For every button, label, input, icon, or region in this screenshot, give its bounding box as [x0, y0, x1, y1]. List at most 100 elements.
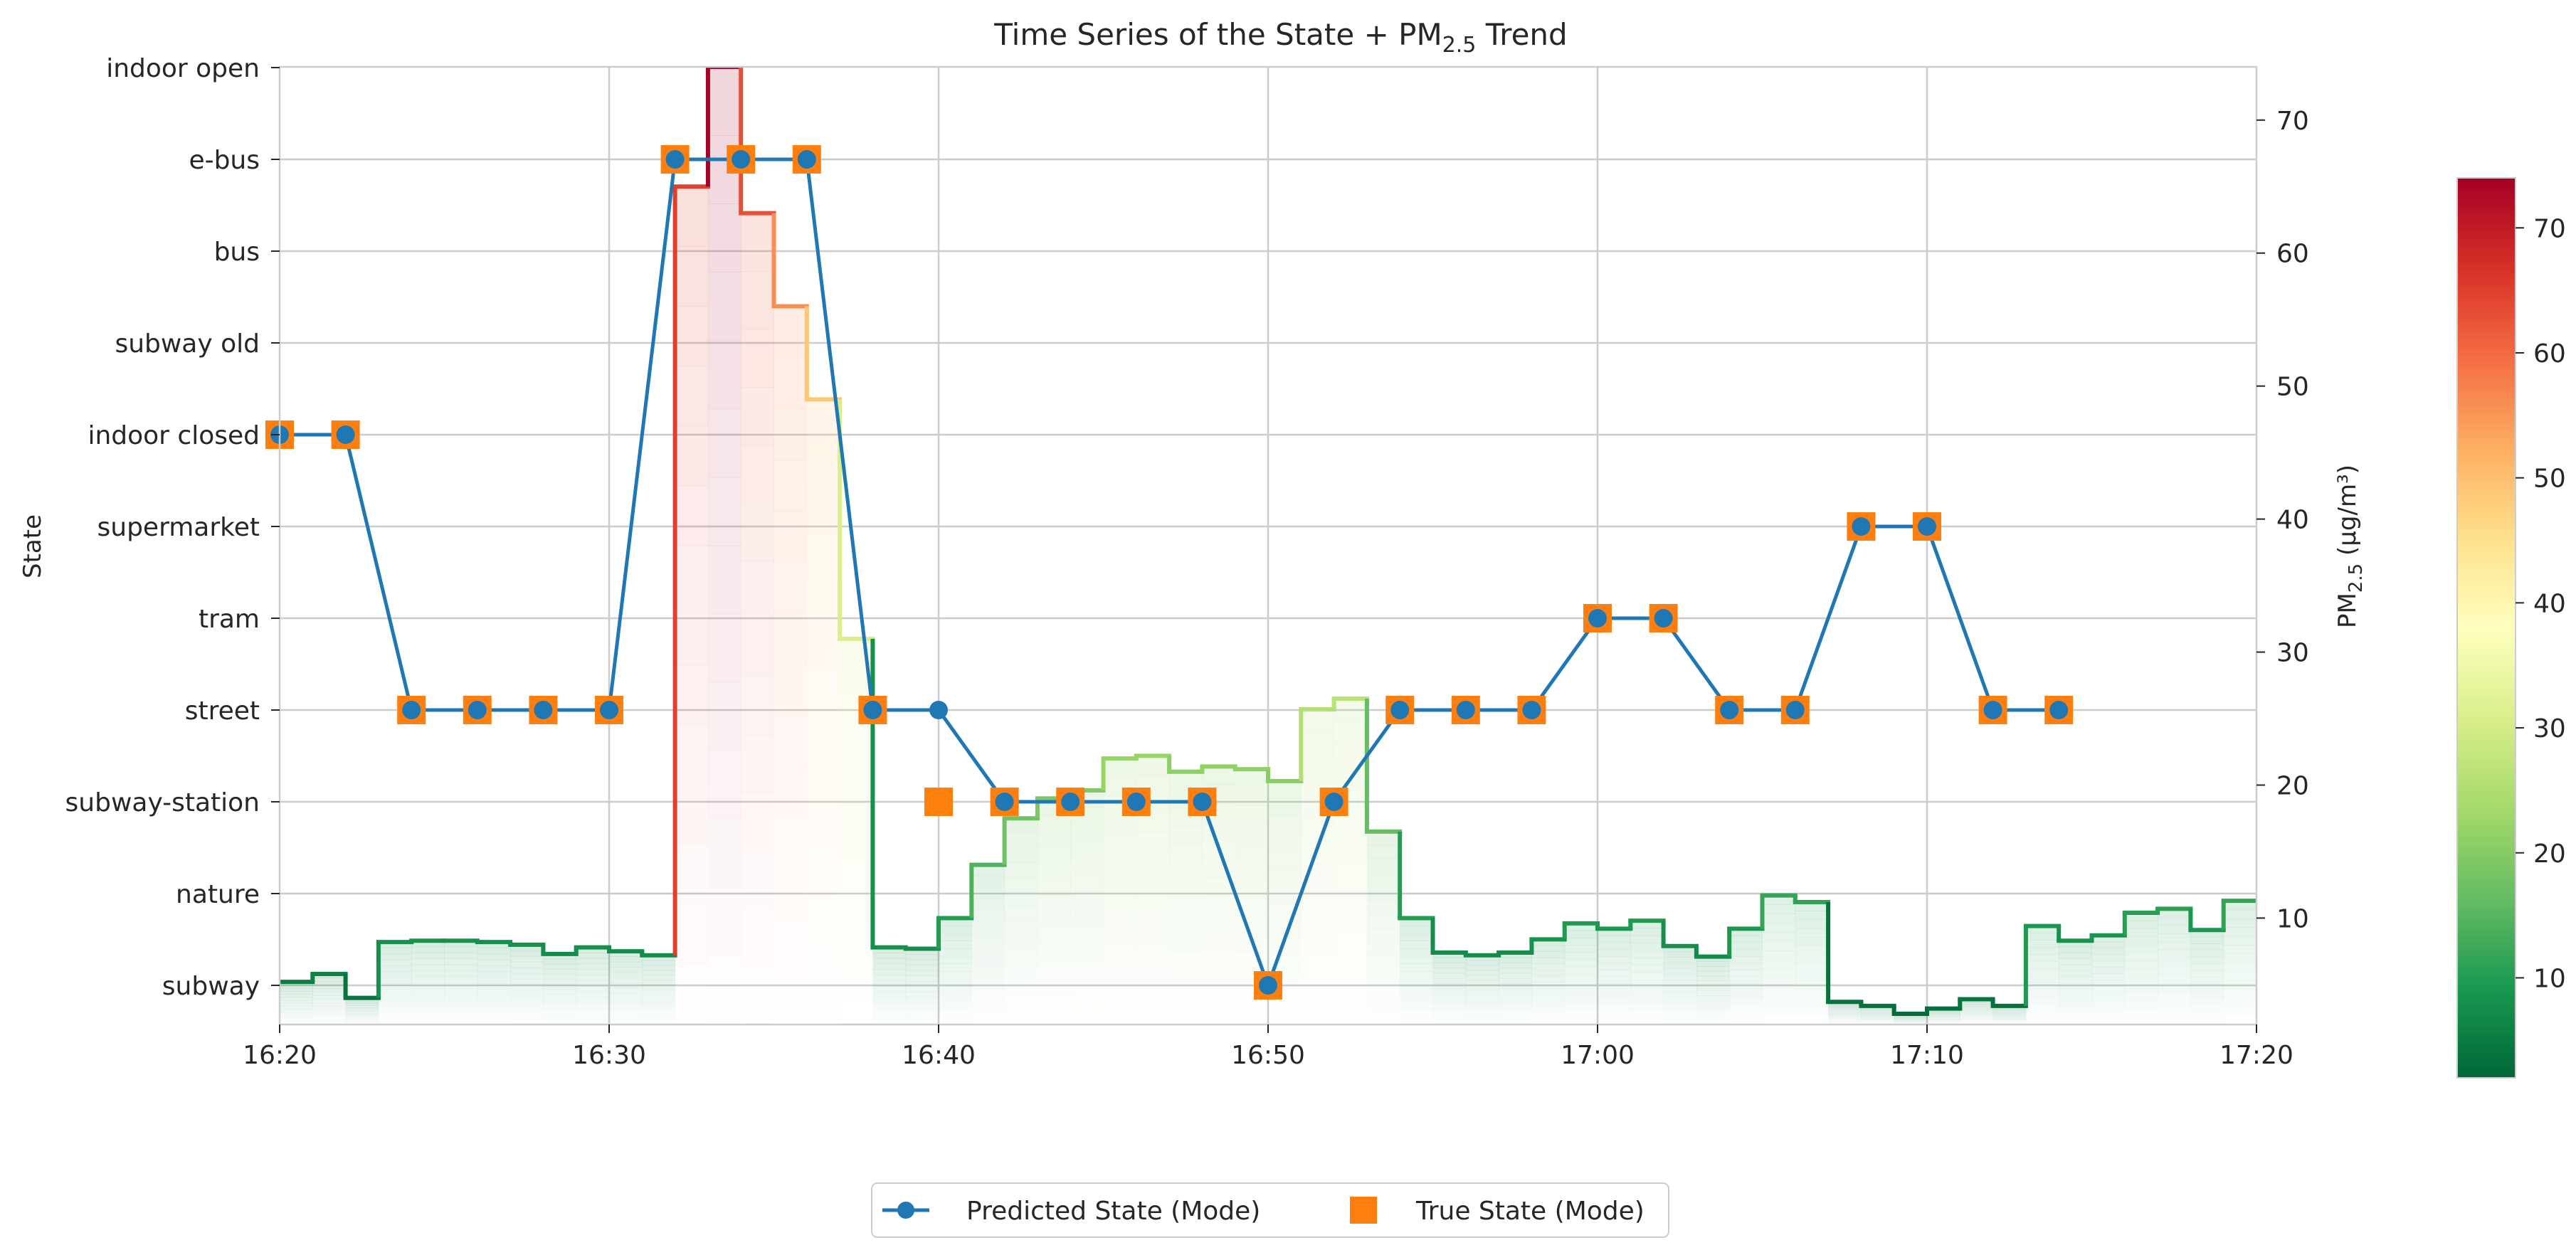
pm-fill-slice — [2158, 966, 2191, 975]
pm-fill-slice — [2190, 930, 2224, 938]
pm-fill-slice — [1038, 1008, 1071, 1024]
pm-fill-slice — [2124, 984, 2158, 993]
pm-fill-slice — [905, 965, 939, 971]
pm-fill-slice — [1992, 1014, 2027, 1016]
pm-fill-slice — [1763, 997, 1796, 1006]
pm-fill-slice — [1432, 993, 1467, 1000]
pm-fill-slice — [444, 946, 478, 953]
pm-fill-slice — [1004, 906, 1038, 922]
pm-fill-slice — [1334, 721, 1368, 746]
pm-fill-slice — [2223, 971, 2256, 981]
pm-fill-slice — [2124, 912, 2158, 921]
pm-fill-slice — [1465, 980, 1499, 985]
pm-fill-slice — [1992, 1017, 2027, 1020]
pm-fill-slice — [1070, 941, 1104, 958]
pm-fill-slice — [1433, 1009, 1467, 1015]
pm-fill-slice — [2158, 958, 2191, 968]
pm-fill-slice — [1466, 1010, 1499, 1015]
pm-fill-slice — [378, 995, 412, 1002]
pm-fill-slice — [280, 990, 313, 995]
pm-fill-slice — [1136, 756, 1170, 775]
pm-fill-slice — [2158, 1000, 2191, 1008]
pm-fill-slice — [1499, 998, 1532, 1005]
pm-fill-slice — [840, 748, 873, 777]
pm-fill-slice — [2025, 975, 2059, 983]
pm-fill-slice — [905, 986, 939, 992]
pm-fill-slice — [1169, 970, 1203, 989]
pm-fill-slice — [2091, 941, 2126, 949]
pm-fill-slice — [741, 502, 774, 561]
pm-fill-slice — [543, 1015, 576, 1020]
pm-fill-slice — [774, 716, 808, 768]
pm-fill-slice — [1202, 913, 1236, 933]
pm-fill-slice — [1663, 996, 1697, 1002]
pm-fill-slice — [1630, 965, 1664, 973]
pm-fill-slice — [774, 819, 808, 872]
pm-fill-slice — [1894, 1016, 1928, 1017]
pm-fill-slice — [543, 964, 577, 970]
pm-fill-slice — [1400, 994, 1433, 1002]
pm-fill-slice — [444, 982, 478, 990]
pm-fill-slice — [411, 988, 445, 995]
predicted-state-marker — [1654, 609, 1673, 627]
pm-fill-slice — [345, 1015, 379, 1017]
pm-fill-slice — [1992, 1008, 2027, 1010]
pm-fill-slice — [1564, 938, 1598, 946]
predicted-state-marker — [1588, 609, 1607, 627]
pm-fill-slice — [1104, 987, 1137, 1006]
pm-fill-slice — [1005, 1010, 1038, 1024]
predicted-state-marker — [468, 701, 487, 719]
predicted-state-marker — [1522, 701, 1541, 719]
pm-fill-slice — [2025, 933, 2059, 941]
pm-fill-slice — [1960, 1002, 1994, 1005]
pm-fill-slice — [1696, 1005, 1730, 1011]
pm-fill-slice — [774, 665, 808, 717]
pm-fill-slice — [477, 965, 511, 972]
pm-fill-slice — [1070, 823, 1104, 841]
pm-fill-slice — [1268, 850, 1302, 869]
pm-fill-slice — [971, 990, 1005, 1002]
pm-fill-slice — [807, 935, 840, 980]
pm-fill-slice — [411, 958, 445, 965]
pm-fill-slice — [1037, 943, 1071, 960]
pm-fill-slice — [1499, 983, 1532, 990]
pm-fill-slice — [1169, 1007, 1203, 1025]
pm-fill-slice — [905, 1002, 939, 1009]
pm-fill-slice — [1499, 958, 1532, 963]
pm-fill-slice — [971, 1002, 1005, 1014]
colorbar-tick-label: 70 — [2533, 214, 2566, 243]
pm-fill-slice — [1366, 831, 1400, 846]
pm-fill-slice — [2190, 984, 2224, 992]
pm-fill-slice — [1070, 840, 1104, 858]
pm-fill-slice — [2091, 999, 2126, 1006]
pm-tick-label: 20 — [2276, 772, 2309, 801]
pm-fill-slice — [806, 578, 840, 623]
pm-fill-slice — [840, 804, 873, 832]
pm-fill-slice — [1104, 1005, 1137, 1024]
pm-fill-slice — [741, 618, 774, 677]
pm-fill-slice — [872, 953, 907, 959]
pm-fill-slice — [1598, 942, 1631, 950]
pm-fill-slice — [707, 614, 741, 683]
pm-fill-slice — [1531, 957, 1566, 965]
pm-fill-slice — [1432, 958, 1467, 963]
true-state-marker — [924, 788, 953, 816]
pm-fill-slice — [2158, 925, 2191, 934]
predicted-state-marker — [534, 701, 553, 719]
pm-fill-slice — [840, 831, 873, 860]
pm-fill-slice — [806, 399, 840, 445]
pm-fill-slice — [345, 1017, 379, 1019]
pm-fill-slice — [1630, 980, 1664, 988]
pm-fill-slice — [2223, 945, 2256, 955]
pm-fill-slice — [1004, 936, 1038, 952]
pm-fill-slice — [1038, 992, 1071, 1009]
pm-fill-slice — [1729, 949, 1763, 957]
pm-fill-slice — [1894, 1017, 1928, 1019]
pm-fill-slice — [1432, 998, 1467, 1005]
pm-fill-slice — [477, 1000, 511, 1007]
pm-fill-slice — [1960, 1012, 1994, 1015]
predicted-state-marker — [1061, 793, 1080, 811]
pm-fill-slice — [1763, 1015, 1796, 1024]
pm-fill-slice — [840, 886, 873, 915]
pm-fill-slice — [378, 965, 412, 972]
